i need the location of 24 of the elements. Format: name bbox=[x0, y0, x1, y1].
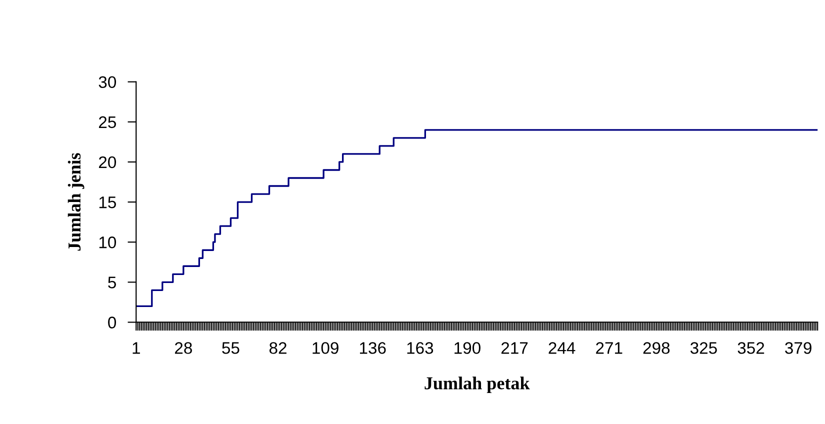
x-tick-label: 136 bbox=[360, 342, 386, 354]
x-tick-label: 28 bbox=[174, 342, 192, 354]
x-tick-label: 163 bbox=[407, 342, 434, 354]
y-tick-label: 15 bbox=[99, 196, 116, 208]
x-tick-label: 325 bbox=[690, 342, 717, 354]
x-tick-label: 82 bbox=[269, 342, 286, 354]
x-tick-label: 190 bbox=[454, 342, 480, 354]
y-axis-title: Jumlah jenis bbox=[68, 153, 84, 251]
x-tick-label: 352 bbox=[738, 342, 764, 354]
x-tick-label: 271 bbox=[596, 342, 622, 354]
y-tick-label: 5 bbox=[108, 276, 116, 288]
x-tick-label: 55 bbox=[222, 342, 240, 354]
y-tick-label: 0 bbox=[108, 316, 116, 328]
x-tick-label: 379 bbox=[785, 342, 812, 354]
x-tick-label: 217 bbox=[501, 342, 528, 354]
x-tick-label: 244 bbox=[548, 342, 576, 354]
y-tick-label: 20 bbox=[98, 156, 116, 168]
y-tick-label: 25 bbox=[98, 116, 116, 128]
x-axis-title: Jumlah petak bbox=[424, 376, 530, 394]
x-tick-label: 1 bbox=[132, 342, 140, 354]
y-tick-label: 30 bbox=[98, 76, 116, 88]
x-tick-label: 109 bbox=[312, 342, 338, 354]
y-tick-label: 10 bbox=[99, 236, 116, 248]
x-tick-label: 298 bbox=[643, 342, 670, 354]
